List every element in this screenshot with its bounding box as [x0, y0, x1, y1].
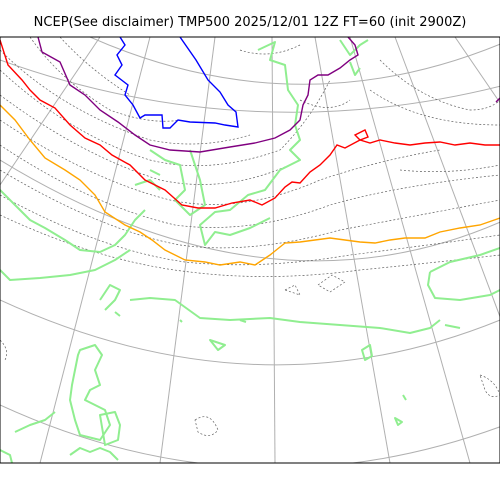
coastline — [179, 319, 247, 351]
map-frame — [0, 36, 500, 464]
isotherm — [379, 59, 500, 111]
meridian — [39, 37, 151, 463]
isotherm-purple-edge — [495, 97, 500, 103]
map-background — [0, 37, 500, 463]
meridian — [349, 37, 471, 463]
latitude-circle — [0, 299, 500, 366]
map-title: NCEP(See disclaimer) TMP500 2025/12/01 1… — [33, 15, 467, 30]
meridian — [0, 37, 101, 186]
coastline — [69, 447, 119, 461]
isotherm — [284, 284, 301, 296]
isotherm — [399, 164, 500, 173]
isotherm-red-closed — [353, 129, 369, 141]
meridian — [454, 37, 500, 104]
coastline — [129, 297, 461, 334]
coastline — [149, 149, 206, 216]
isotherm — [0, 49, 251, 145]
isotherm-orange — [0, 104, 500, 266]
coastline — [134, 169, 161, 191]
coastline — [0, 249, 131, 281]
coastline — [394, 394, 407, 426]
coastline — [339, 39, 369, 76]
isotherm — [0, 144, 500, 228]
isotherm — [369, 89, 500, 126]
isotherm — [0, 339, 7, 361]
meridian — [394, 37, 500, 319]
isotherm — [0, 94, 301, 185]
meridians — [0, 37, 500, 463]
isotherm-red — [0, 39, 500, 209]
coastline — [0, 411, 56, 463]
latitude-circles — [0, 37, 500, 463]
coastline — [427, 247, 500, 301]
isotherm — [194, 416, 219, 436]
coastline — [99, 411, 121, 446]
coastline — [199, 41, 301, 246]
isotherm-purple — [37, 37, 359, 153]
meridian — [314, 37, 391, 463]
coastline — [0, 189, 146, 253]
isotherm — [59, 37, 131, 96]
isotherm — [239, 44, 301, 55]
latitude-circle — [0, 404, 500, 463]
latitude-circle — [0, 159, 500, 262]
meridian — [159, 37, 216, 463]
coastlines — [0, 39, 500, 463]
isotherm — [0, 69, 331, 166]
coastline — [99, 284, 121, 317]
coastline — [361, 344, 373, 361]
isotherm — [0, 169, 500, 249]
latitude-circle — [89, 37, 500, 85]
isotherm — [29, 37, 181, 122]
coastline — [69, 344, 111, 441]
isotherm-blue — [114, 37, 239, 129]
meridian — [271, 37, 276, 463]
